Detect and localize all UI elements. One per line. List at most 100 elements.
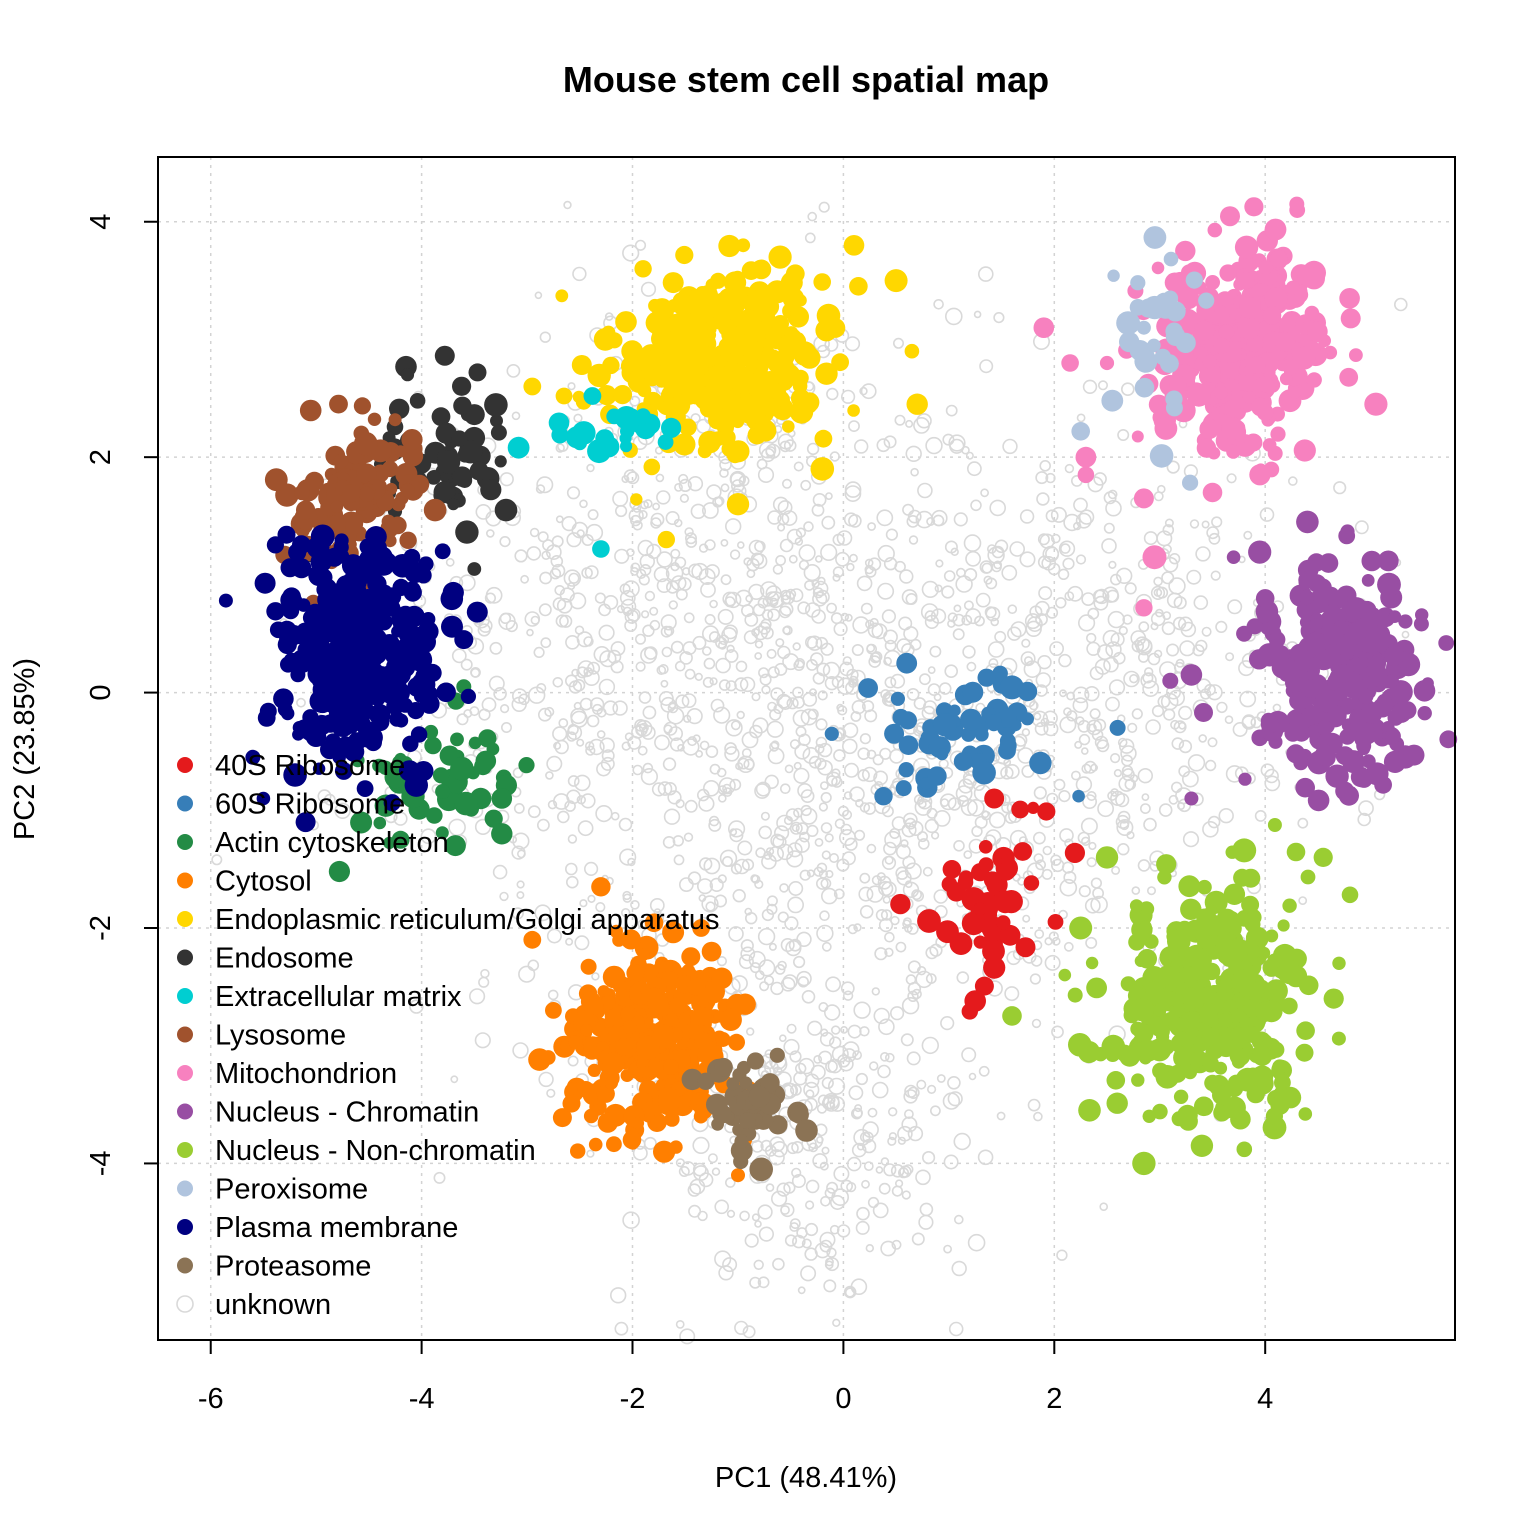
data-point (1184, 791, 1199, 806)
data-point (848, 675, 859, 687)
data-point (423, 498, 447, 522)
data-point (1080, 817, 1098, 835)
data-point (934, 584, 943, 593)
data-point (1117, 428, 1130, 441)
data-point (534, 904, 552, 922)
x-tick-label: -6 (198, 1383, 224, 1415)
data-point (1059, 689, 1067, 698)
legend-label: Endoplasmic reticulum/Golgi apparatus (215, 904, 720, 936)
data-point (694, 1032, 713, 1051)
data-point (1204, 759, 1217, 772)
data-point (296, 697, 306, 708)
data-point (1147, 652, 1161, 666)
data-point (719, 1008, 742, 1031)
data-point (889, 748, 904, 764)
data-point (672, 835, 684, 847)
data-point (1202, 820, 1219, 838)
data-point (1142, 1109, 1156, 1124)
data-point (650, 517, 662, 529)
data-point (1296, 510, 1319, 534)
data-point (401, 429, 423, 451)
data-point (947, 619, 956, 628)
data-point (1051, 936, 1061, 946)
data-point (653, 566, 670, 583)
data-point (1233, 868, 1252, 887)
data-point (1161, 571, 1175, 585)
data-point (708, 815, 720, 827)
data-point (819, 1161, 829, 1171)
data-point (906, 922, 919, 935)
data-point (1051, 533, 1061, 544)
x-tick-label: 4 (1257, 1383, 1273, 1415)
data-point (905, 974, 917, 985)
data-point (706, 484, 722, 500)
data-point (844, 485, 862, 502)
chart-title: Mouse stem cell spatial map (563, 59, 1049, 100)
data-point (852, 1050, 862, 1060)
data-point (1083, 760, 1097, 774)
data-point (915, 1169, 931, 1186)
data-point (1097, 800, 1114, 818)
data-point (1029, 973, 1041, 985)
data-point (702, 779, 720, 797)
data-point (834, 818, 846, 829)
data-point (1148, 394, 1169, 415)
data-point (369, 707, 383, 721)
data-point (842, 990, 854, 1001)
data-point (692, 1136, 710, 1154)
data-point (542, 539, 555, 552)
data-point (907, 960, 921, 974)
data-point (927, 766, 947, 786)
data-point (1307, 789, 1330, 812)
data-point (450, 732, 464, 747)
data-point (445, 557, 455, 567)
data-point (310, 524, 335, 549)
data-point (861, 700, 875, 713)
data-point (657, 530, 675, 549)
data-point (1252, 1045, 1273, 1066)
data-point (1208, 532, 1221, 545)
data-point (277, 525, 296, 544)
data-point (649, 619, 661, 631)
data-point (1022, 914, 1031, 923)
data-point (1130, 275, 1146, 291)
data-point (884, 855, 894, 865)
data-point (1187, 383, 1211, 407)
data-point (1080, 836, 1091, 846)
data-point (640, 767, 659, 786)
data-point (570, 1143, 586, 1159)
data-point (577, 820, 594, 837)
data-point (1037, 533, 1050, 546)
data-point (1138, 298, 1159, 318)
data-point (1198, 734, 1207, 743)
data-point (1011, 800, 1030, 819)
data-point (1117, 842, 1130, 856)
data-point (726, 1077, 740, 1091)
data-point (606, 1136, 622, 1153)
data-point (724, 649, 739, 663)
data-point (1107, 610, 1126, 629)
data-point (1150, 585, 1166, 601)
data-point (1151, 704, 1165, 718)
data-point (950, 547, 959, 556)
data-point (794, 294, 807, 307)
data-point (400, 368, 415, 382)
data-point (1285, 280, 1300, 295)
data-point (1206, 944, 1220, 958)
data-point (679, 877, 694, 892)
data-point (1078, 1099, 1101, 1122)
data-point (1362, 703, 1383, 724)
data-point (601, 749, 615, 763)
data-point (1093, 588, 1110, 605)
data-point (743, 557, 753, 566)
data-point (1086, 641, 1101, 656)
data-point (700, 582, 716, 598)
data-point (794, 1062, 807, 1075)
data-point (915, 970, 933, 989)
data-point (1051, 1025, 1064, 1039)
data-point (947, 1091, 963, 1107)
data-point (1179, 640, 1196, 657)
data-point (938, 682, 952, 695)
data-point (1246, 1084, 1265, 1104)
data-point (630, 899, 640, 910)
